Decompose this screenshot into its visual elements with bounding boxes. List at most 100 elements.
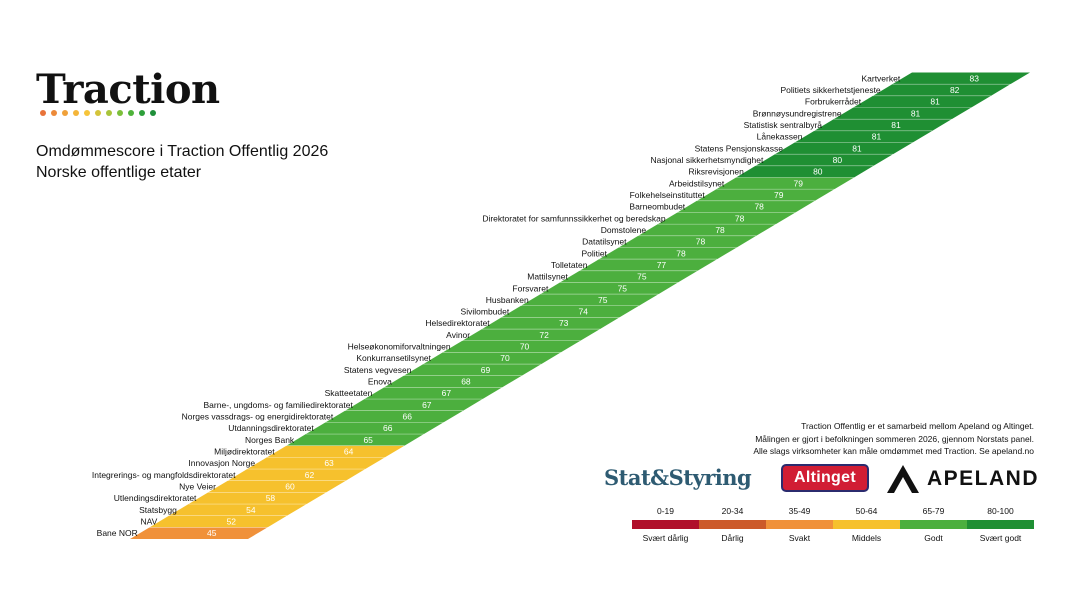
agency-label: Statistisk sentralbyrå <box>744 120 823 130</box>
agency-label: Arbeidstilsynet <box>669 178 725 188</box>
score-band <box>501 305 639 318</box>
score-band <box>169 504 307 516</box>
score-value: 69 <box>481 365 491 375</box>
apeland-wordmark: APELAND <box>927 467 1040 490</box>
legend-label: Middels <box>851 533 882 543</box>
agency-label: Tolletaten <box>551 260 588 270</box>
agency-label: Statens vegvesen <box>344 365 412 375</box>
agency-label: Direktoratet for samfunnssikkerhet og be… <box>482 213 666 223</box>
agency-label: Forsvaret <box>512 283 549 293</box>
chart-subtitle: Norske offentlige etater <box>36 164 202 181</box>
legend-range: 35-49 <box>788 506 811 516</box>
score-band <box>149 515 288 528</box>
agency-label: NAV <box>140 517 157 527</box>
score-band <box>775 142 913 155</box>
logo-dot <box>62 110 68 116</box>
score-band <box>794 130 933 143</box>
score-value: 78 <box>754 202 764 212</box>
score-value: 78 <box>715 225 725 235</box>
logo-dot <box>106 110 112 116</box>
score-band <box>325 410 464 423</box>
apeland-logo: APELAND <box>887 462 1039 496</box>
score-value: 77 <box>657 260 667 270</box>
score-band <box>892 72 1030 85</box>
logo-dot <box>73 110 79 116</box>
score-band <box>657 212 796 225</box>
score-value: 64 <box>344 447 354 457</box>
score-value: 75 <box>637 272 647 282</box>
agency-label: Domstolene <box>601 225 647 235</box>
score-band <box>266 445 405 458</box>
score-value: 82 <box>950 85 960 95</box>
legend-label: Dårlig <box>721 533 744 543</box>
score-band <box>736 165 874 178</box>
legend-swatch <box>699 520 766 529</box>
agency-label: Brønnøysundregistrene <box>753 108 842 118</box>
score-band <box>579 259 718 271</box>
score-band <box>521 294 659 306</box>
score-value: 52 <box>227 517 237 527</box>
info-line-3: Alle slags virksomheter kan måle omdømme… <box>753 446 1034 456</box>
score-value: 81 <box>911 108 921 118</box>
agency-label: Konkurransetilsynet <box>356 353 431 363</box>
agency-label: Riksrevisjonen <box>689 167 745 177</box>
agency-label: Avinor <box>446 330 470 340</box>
score-value: 58 <box>266 493 276 503</box>
chart-title-block: Omdømmescore i Traction Offentlig 2026 N… <box>36 141 328 183</box>
agency-label: Statens Pensjonskasse <box>695 143 784 153</box>
score-value: 70 <box>520 342 530 352</box>
score-band <box>833 107 972 120</box>
score-value: 65 <box>363 435 373 445</box>
agency-label: Datatilsynet <box>582 237 627 247</box>
score-value: 78 <box>676 248 686 258</box>
legend-swatch <box>833 520 900 529</box>
score-band <box>481 317 620 330</box>
logo-dots <box>40 110 156 116</box>
logo-dot <box>139 110 145 116</box>
logo-dot <box>95 110 101 116</box>
traction-logo: Traction <box>36 66 220 113</box>
score-band <box>305 422 444 435</box>
agency-label: Barne-, ungdoms- og familiedirektoratet <box>204 400 354 410</box>
legend-swatch <box>632 520 699 529</box>
legend-swatch <box>900 520 967 529</box>
score-band <box>403 364 542 376</box>
score-band <box>462 329 600 341</box>
score-band <box>345 399 483 411</box>
score-band <box>540 282 679 295</box>
agency-label: Bane NOR <box>97 528 138 538</box>
logo-dot <box>51 110 57 116</box>
agency-label: Helseøkonomiforvaltningen <box>348 342 451 352</box>
score-value: 78 <box>735 213 745 223</box>
score-value: 83 <box>969 73 979 83</box>
score-value: 81 <box>872 132 882 142</box>
agency-label: Folkehelseinstituttet <box>630 190 706 200</box>
legend-range: 0-19 <box>656 506 674 516</box>
agency-label: Innovasjon Norge <box>188 458 255 468</box>
logo-dot <box>128 110 134 116</box>
score-value: 74 <box>578 307 588 317</box>
score-band <box>364 387 503 400</box>
score-band <box>677 200 815 213</box>
score-value: 63 <box>324 458 334 468</box>
legend-swatch <box>766 520 833 529</box>
score-band <box>384 375 522 388</box>
score-band <box>638 224 776 236</box>
score-band <box>814 119 952 131</box>
score-value: 62 <box>305 470 315 480</box>
chart-title: Omdømmescore i Traction Offentlig 2026 <box>36 143 329 160</box>
score-band <box>247 457 385 470</box>
info-text: Traction Offentlig er et samarbeid mello… <box>614 420 1034 458</box>
color-legend: 0-19 20-34 35-49 50-64 65-79 80-100 Svært dår… <box>632 506 1034 543</box>
score-value: 79 <box>794 178 804 188</box>
agency-label: Skatteetaten <box>325 388 373 398</box>
score-value: 78 <box>696 237 706 247</box>
score-band <box>560 270 698 283</box>
agency-label: Politiet <box>581 248 607 258</box>
agency-label: Norges vassdrags- og energidirektoratet <box>182 412 334 422</box>
legend-label: Svært godt <box>979 533 1022 543</box>
score-band <box>208 480 346 493</box>
agency-label: Enova <box>368 377 392 387</box>
legend-range: 50-64 <box>855 506 878 516</box>
